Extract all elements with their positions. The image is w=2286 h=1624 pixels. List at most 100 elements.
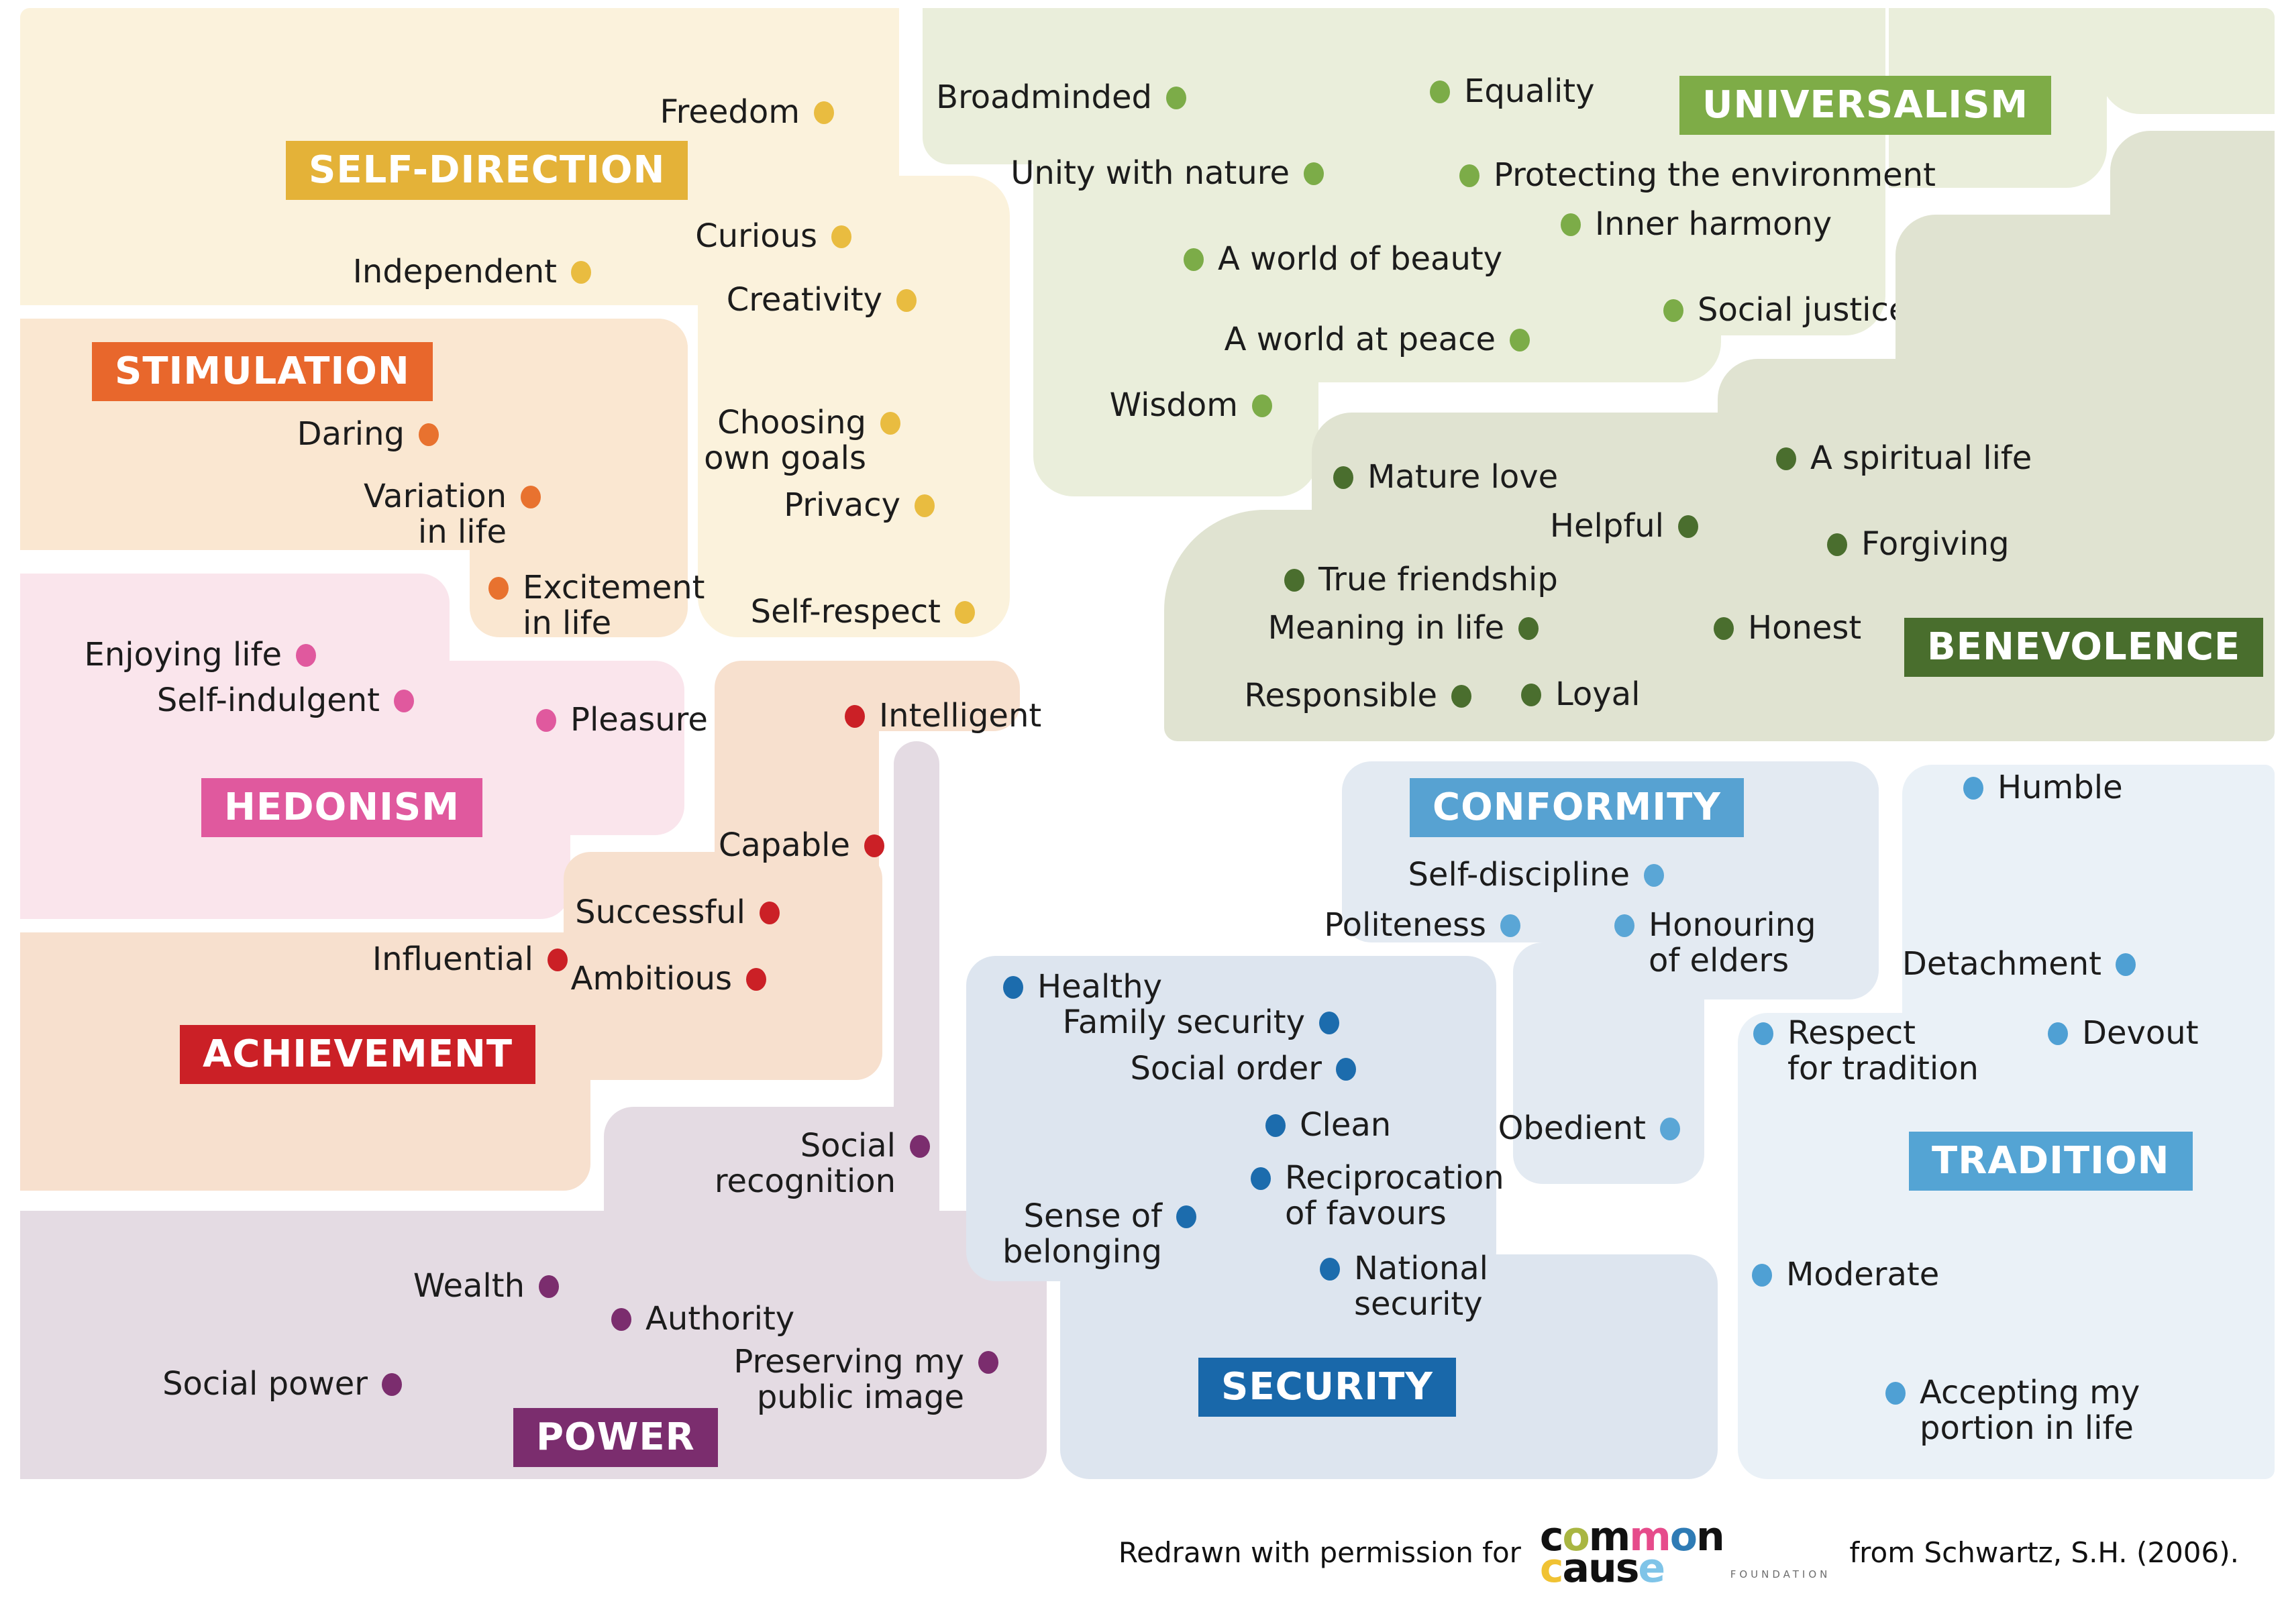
self-direction-value-dot — [831, 225, 851, 248]
value-text: Freedom — [660, 93, 800, 131]
logo-line1: common — [1539, 1513, 1725, 1560]
universalism-region-shape — [1711, 8, 1885, 335]
value-text: Wealth — [413, 1267, 525, 1305]
power-value-dot — [382, 1373, 402, 1396]
value-text: Clean — [1300, 1106, 1392, 1144]
power-value-dot — [611, 1308, 631, 1331]
value-text: Excitement in life — [523, 569, 705, 642]
conformity-value-dot — [1644, 864, 1664, 887]
value-text: Creativity — [726, 281, 882, 319]
stimulation-value-dot — [521, 486, 541, 508]
value-text: Honouring of elders — [1649, 906, 1816, 979]
self-direction-value-dot — [814, 101, 834, 124]
universalism-region-shape — [2100, 8, 2275, 114]
value-text: Preserving my public image — [733, 1343, 964, 1416]
value-text: Healthy — [1037, 968, 1163, 1006]
value-text: Honest — [1748, 609, 1862, 647]
conformity-value-dot — [1660, 1118, 1680, 1140]
benevolence-value-dot — [1714, 617, 1734, 640]
security-region-shape — [966, 956, 1496, 1281]
value-text: Reciprocation of favours — [1285, 1159, 1504, 1232]
power-label: POWER — [513, 1408, 718, 1467]
value-text: Forgiving — [1861, 525, 2010, 563]
value-text: Humble — [1997, 769, 2123, 806]
tradition-value-dot — [1885, 1382, 1906, 1405]
value-text: Pleasure — [570, 701, 708, 739]
value-text: Variation in life — [364, 478, 507, 551]
value-text: Inner harmony — [1595, 205, 1832, 243]
self-direction-region-shape — [899, 176, 1010, 337]
self-direction-label: SELF-DIRECTION — [286, 141, 688, 200]
benevolence-value-dot — [1827, 533, 1847, 556]
tradition-value-dot — [1753, 1022, 1773, 1045]
value-text: Choosing own goals — [704, 404, 866, 477]
security-value-dot — [1176, 1205, 1196, 1228]
stimulation-value-dot — [488, 577, 509, 600]
power-value-dot — [910, 1135, 930, 1158]
universalism-value-dot — [1166, 87, 1186, 109]
credit-suffix-text: from Schwartz, S.H. (2006). — [1849, 1536, 2239, 1570]
self-direction-value-dot — [896, 289, 917, 312]
conformity-region-shape — [1513, 942, 1704, 1184]
tradition-region-shape — [1738, 1013, 1959, 1479]
value-text: Meaning in life — [1267, 609, 1504, 647]
self-direction-value-dot — [571, 261, 591, 284]
security-value-dot — [1251, 1167, 1271, 1190]
value-text: Broadminded — [936, 78, 1152, 116]
value-text: Social recognition — [714, 1127, 896, 1200]
security-value-dot — [1320, 1258, 1340, 1281]
benevolence-value-dot — [1451, 685, 1471, 708]
self-direction-value-dot — [915, 494, 935, 517]
value-text: Family security — [1062, 1004, 1305, 1041]
tradition-value-dot — [2048, 1022, 2068, 1045]
benevolence-value-dot — [1284, 569, 1304, 592]
value-text: Loyal — [1555, 675, 1641, 713]
value-text: Accepting my portion in life — [1920, 1374, 2140, 1447]
universalism-value-dot — [1252, 394, 1272, 417]
value-text: Sense of belonging — [1002, 1197, 1162, 1270]
universalism-value-dot — [1510, 329, 1530, 351]
value-text: Unity with nature — [1010, 154, 1290, 192]
achievement-label: ACHIEVEMENT — [180, 1025, 536, 1084]
achievement-value-dot — [845, 705, 865, 728]
universalism-region-shape — [923, 8, 1040, 164]
benevolence-value-dot — [1776, 447, 1796, 470]
conformity-value-dot — [1614, 914, 1634, 937]
value-text: Daring — [297, 415, 405, 453]
value-text: Obedient — [1498, 1109, 1646, 1147]
universalism-value-dot — [1663, 299, 1683, 322]
value-text: Moderate — [1786, 1256, 1940, 1293]
security-label: SECURITY — [1198, 1358, 1456, 1417]
tradition-value-dot — [1752, 1264, 1772, 1287]
power-region-shape — [894, 741, 939, 1211]
conformity-label: CONFORMITY — [1410, 778, 1744, 837]
value-text: Social order — [1130, 1050, 1322, 1087]
value-text: Intelligent — [879, 697, 1042, 735]
universalism-value-dot — [1184, 248, 1204, 271]
value-text: A world of beauty — [1218, 240, 1503, 278]
value-text: Wisdom — [1109, 386, 1238, 424]
self-direction-value-dot — [880, 412, 900, 435]
universalism-value-dot — [1561, 213, 1581, 236]
logo-line2: cause — [1539, 1544, 1665, 1592]
hedonism-value-dot — [394, 690, 414, 712]
achievement-value-dot — [864, 834, 884, 857]
hedonism-region-shape — [470, 661, 684, 835]
value-text: Devout — [2082, 1014, 2199, 1052]
value-text: Equality — [1464, 72, 1595, 110]
value-text: Authority — [645, 1300, 795, 1338]
value-text: A world at peace — [1224, 321, 1496, 358]
self-direction-value-dot — [955, 601, 975, 624]
achievement-value-dot — [746, 968, 766, 991]
value-text: A spiritual life — [1810, 439, 2032, 477]
value-text: Influential — [372, 940, 533, 978]
stimulation-value-dot — [419, 423, 439, 446]
value-text: Helpful — [1549, 507, 1664, 545]
benevolence-value-dot — [1518, 617, 1539, 640]
credit-prefix-text: Redrawn with permission for — [1118, 1536, 1521, 1570]
logo-foundation-text: FOUNDATION — [1730, 1568, 1831, 1580]
hedonism-value-dot — [536, 709, 556, 732]
security-value-dot — [1265, 1114, 1286, 1137]
value-text: Self-indulgent — [156, 682, 380, 719]
